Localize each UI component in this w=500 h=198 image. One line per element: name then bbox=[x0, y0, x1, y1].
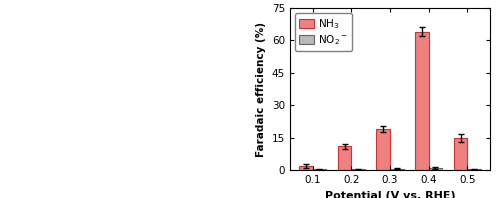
Bar bbox=[468, 169, 481, 170]
Y-axis label: Faradaic efficiency (%): Faradaic efficiency (%) bbox=[256, 22, 266, 157]
Bar bbox=[428, 168, 442, 170]
Bar bbox=[299, 166, 312, 170]
Bar bbox=[352, 169, 365, 170]
X-axis label: Potential (V vs. RHE): Potential (V vs. RHE) bbox=[324, 191, 456, 198]
Bar bbox=[312, 169, 326, 170]
Bar bbox=[338, 147, 351, 170]
Bar bbox=[376, 129, 390, 170]
Bar bbox=[390, 168, 404, 170]
Bar bbox=[415, 32, 428, 170]
Bar bbox=[454, 138, 468, 170]
Legend: NH$_3$, NO$_2$$^-$: NH$_3$, NO$_2$$^-$ bbox=[295, 13, 352, 51]
